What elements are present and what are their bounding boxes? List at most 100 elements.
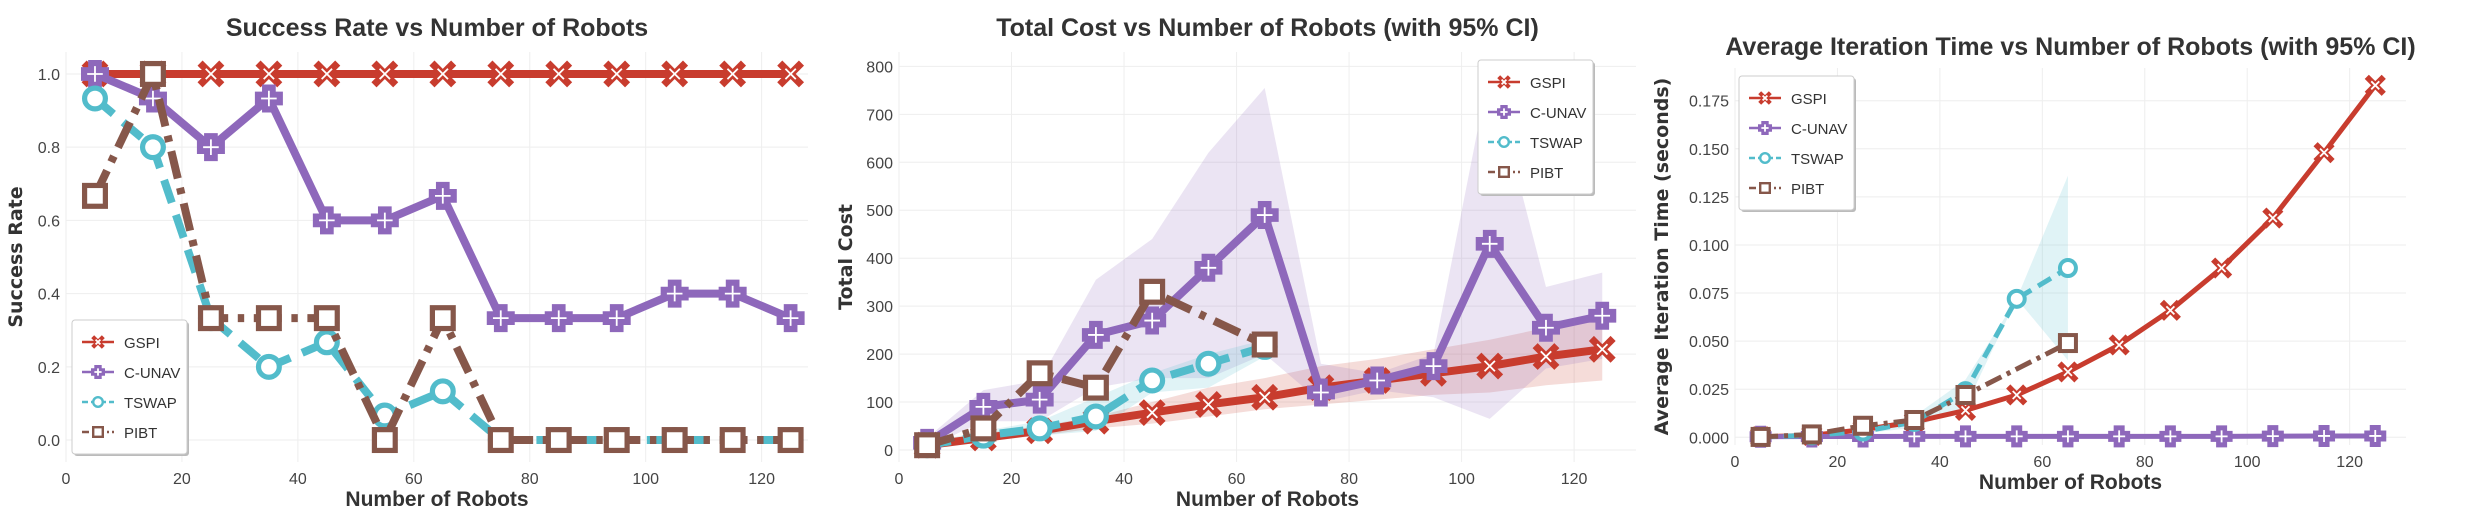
data-point-pibt xyxy=(81,182,108,209)
data-point-tswap xyxy=(81,85,108,112)
legend-label: GSPI xyxy=(1791,91,1827,108)
data-point-pibt xyxy=(487,427,514,454)
legend-marker-tswap xyxy=(91,396,104,409)
y-axis-label: Average Iteration Time (seconds) xyxy=(1651,78,1673,436)
y-tick-label: 500 xyxy=(866,203,893,220)
data-point-gspi-glyph xyxy=(2114,340,2124,350)
y-tick-label: 0.025 xyxy=(1689,382,1729,399)
data-point-gspi-glyph xyxy=(263,68,275,80)
data-point-tswap xyxy=(255,353,282,380)
y-tick-label: 0.075 xyxy=(1689,286,1729,303)
data-point-gspi-glyph xyxy=(1540,350,1552,363)
chart-title: Success Rate vs Number of Robots xyxy=(226,14,648,42)
data-point-tswap xyxy=(2057,258,2078,279)
ci-band-c-unav xyxy=(927,68,1603,448)
x-tick-label: 0 xyxy=(895,471,904,488)
data-point-c-unav-glyph xyxy=(145,90,161,107)
data-point-pibt xyxy=(914,432,941,459)
y-tick-label: 0.125 xyxy=(1689,190,1729,207)
data-point-pibt xyxy=(603,427,630,454)
data-point-pibt xyxy=(255,305,282,332)
x-axis-label: Number of Robots xyxy=(1979,471,2162,494)
data-point-pibt xyxy=(970,415,997,442)
legend-label: TSWAP xyxy=(1791,151,1844,168)
data-point-gspi-glyph xyxy=(2370,80,2380,90)
series-pibt xyxy=(1750,333,2078,447)
y-tick-label: 100 xyxy=(866,395,893,412)
data-point-pibt xyxy=(719,427,746,454)
data-point-gspi-glyph xyxy=(2063,367,2073,377)
data-point-gspi-glyph xyxy=(378,68,391,80)
x-tick-label: 100 xyxy=(1448,471,1475,488)
y-tick-label: 0.2 xyxy=(38,360,60,377)
x-tick-label: 120 xyxy=(748,471,775,488)
data-point-pibt xyxy=(197,305,224,332)
data-point-c-unav-glyph xyxy=(1144,312,1160,329)
x-axis-label: Number of Robots xyxy=(345,488,528,511)
data-point-c-unav-glyph xyxy=(1313,384,1329,401)
x-tick-label: 0 xyxy=(1731,454,1740,471)
legend-box xyxy=(71,319,188,455)
data-point-c-unav-glyph xyxy=(1425,358,1442,374)
series-gspi xyxy=(81,60,805,88)
data-point-c-unav-glyph xyxy=(1908,430,1921,443)
y-tick-label: 0.8 xyxy=(38,140,60,157)
x-tick-label: 40 xyxy=(1115,471,1133,488)
x-tick-label: 120 xyxy=(2336,454,2363,471)
data-point-c-unav-glyph xyxy=(2164,430,2177,443)
series-line xyxy=(925,287,1267,450)
data-point-pibt xyxy=(1801,424,1822,445)
data-point-gspi-glyph xyxy=(1202,398,1215,411)
data-point-pibt xyxy=(371,427,398,454)
data-point-tswap xyxy=(1139,367,1166,394)
data-point-c-unav-glyph xyxy=(724,285,741,302)
data-point-c-unav-glyph xyxy=(1200,259,1217,276)
data-point-c-unav-glyph xyxy=(434,188,451,204)
legend-marker-pibt xyxy=(1758,181,1771,194)
legend-marker-tswap xyxy=(1498,135,1511,148)
data-point-pibt xyxy=(429,305,456,332)
data-point-pibt xyxy=(313,305,340,332)
chart-title: Total Cost vs Number of Robots (with 95%… xyxy=(996,14,1539,42)
legend: GSPI C-UNAV TSWAP PIBT xyxy=(1738,75,1856,212)
y-tick-label: 0.0 xyxy=(38,433,60,450)
success-rate-chart: 0 20 40 60 80 100 120 0.0 0.2 0.4 0.6 0.8 1.0 Success… xyxy=(5,14,808,511)
data-point-c-unav-glyph xyxy=(1369,372,1386,389)
data-point-gspi-glyph xyxy=(2165,305,2176,315)
x-axis-label: Number of Robots xyxy=(1176,488,1359,511)
data-point-c-unav-glyph xyxy=(2318,429,2331,442)
y-tick-label: 0.100 xyxy=(1689,238,1729,255)
data-point-c-unav-glyph xyxy=(2215,430,2228,443)
legend-box xyxy=(1738,75,1855,211)
data-point-gspi-glyph xyxy=(2319,147,2329,158)
data-point-pibt xyxy=(139,60,166,87)
data-point-c-unav-glyph xyxy=(1088,327,1104,343)
x-tick-label: 80 xyxy=(521,471,539,488)
data-point-tswap xyxy=(139,134,166,161)
y-tick-label: 0.4 xyxy=(38,287,60,304)
x-tick-label: 40 xyxy=(289,471,307,488)
total-cost-chart: 0 20 40 60 80 100 120 0 100 200 300 400 500 600 700 800… xyxy=(835,14,1636,511)
data-point-c-unav-glyph xyxy=(2061,430,2074,443)
y-tick-label: 800 xyxy=(866,59,893,76)
data-point-c-unav-glyph xyxy=(1959,430,1972,443)
data-point-c-unav-glyph xyxy=(377,212,393,229)
data-point-c-unav-glyph xyxy=(1481,236,1498,252)
legend-label: GSPI xyxy=(124,335,160,352)
y-axis-label: Total Cost xyxy=(835,204,857,310)
y-tick-label: 400 xyxy=(866,251,893,268)
legend-label: GSPI xyxy=(1530,75,1566,92)
data-point-c-unav-glyph xyxy=(2369,429,2382,442)
x-tick-label: 80 xyxy=(2136,454,2154,471)
data-point-tswap xyxy=(1026,415,1053,442)
data-point-c-unav-glyph xyxy=(608,310,625,326)
x-tick-label: 0 xyxy=(62,471,71,488)
data-point-tswap xyxy=(1195,350,1222,377)
y-tick-label: 0 xyxy=(884,443,893,460)
y-tick-label: 1.0 xyxy=(38,67,60,84)
data-point-tswap xyxy=(1082,403,1109,430)
data-point-tswap xyxy=(429,378,456,405)
legend-label: PIBT xyxy=(124,425,157,442)
legend-marker-c-unav-glyph xyxy=(94,368,102,376)
data-point-c-unav-glyph xyxy=(2266,430,2279,443)
